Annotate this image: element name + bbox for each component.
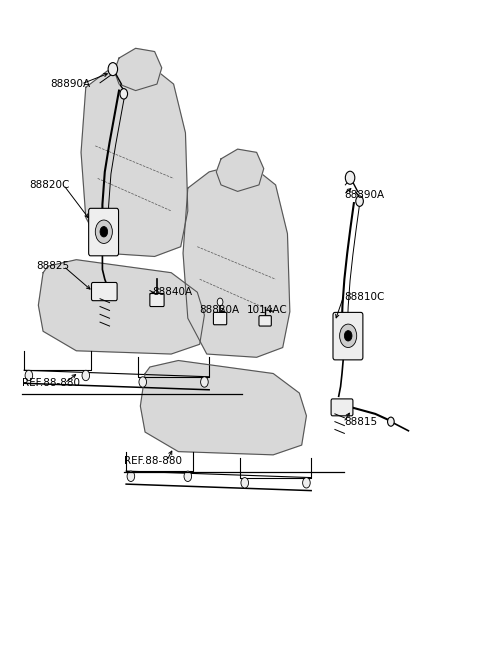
Text: 88810C: 88810C [344,292,385,302]
Circle shape [184,471,192,482]
Circle shape [387,417,394,426]
Circle shape [127,471,135,482]
Polygon shape [183,162,290,358]
Text: REF.88-880: REF.88-880 [22,379,80,388]
Circle shape [96,220,112,243]
Text: 88830A: 88830A [200,305,240,315]
Text: 1014AC: 1014AC [247,305,288,315]
FancyBboxPatch shape [331,399,353,416]
Circle shape [100,226,108,237]
Text: 88890A: 88890A [344,190,384,199]
Text: 88840A: 88840A [152,287,192,297]
Polygon shape [38,260,204,354]
Circle shape [139,377,146,387]
FancyBboxPatch shape [214,312,227,325]
Circle shape [302,478,310,488]
Circle shape [241,478,249,488]
Text: 88825: 88825 [36,261,69,271]
Text: 88890A: 88890A [50,79,90,89]
Circle shape [120,89,128,99]
Circle shape [217,298,223,306]
FancyBboxPatch shape [89,209,119,256]
FancyBboxPatch shape [150,293,164,306]
Circle shape [356,196,363,207]
Polygon shape [140,361,306,455]
Text: REF.88-880: REF.88-880 [124,457,182,466]
Circle shape [25,370,33,380]
Polygon shape [81,61,188,256]
Circle shape [344,331,352,341]
Text: 88815: 88815 [344,417,377,427]
Circle shape [340,324,357,348]
FancyBboxPatch shape [259,316,271,326]
Circle shape [201,377,208,387]
FancyBboxPatch shape [333,312,363,360]
Circle shape [82,370,90,380]
Circle shape [108,62,118,75]
Text: 88820C: 88820C [29,180,69,190]
Polygon shape [114,49,162,91]
Polygon shape [216,149,264,192]
Circle shape [345,171,355,184]
FancyBboxPatch shape [92,283,117,300]
